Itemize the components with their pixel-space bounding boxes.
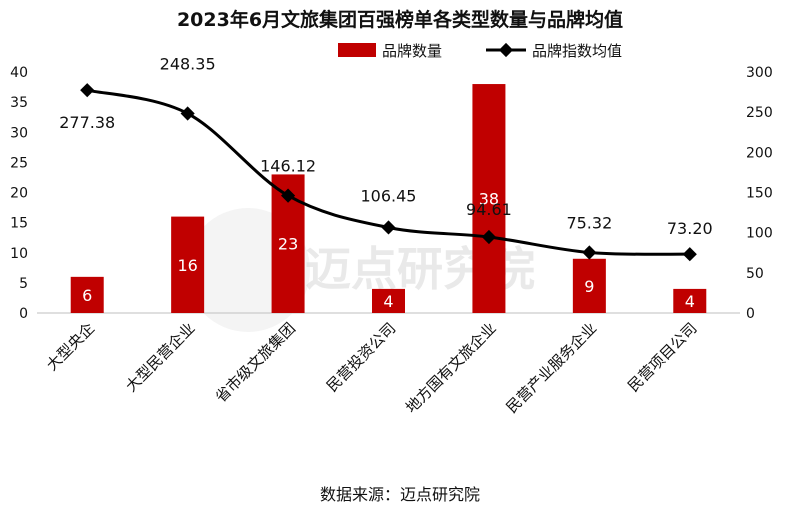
bar (673, 288, 707, 313)
legend: 品牌数量 品牌指数均值 (338, 42, 622, 60)
line-point (80, 83, 95, 98)
bar (472, 84, 506, 313)
left-axis-tick-label: 35 (10, 95, 28, 111)
left-axis-tick-label: 40 (10, 65, 28, 81)
left-axis-tick-label: 0 (19, 306, 28, 322)
line-point (582, 245, 597, 260)
bar (572, 258, 606, 313)
bar-value-label: 4 (685, 292, 695, 311)
bar-value-label: 6 (82, 286, 92, 305)
axes: 0 5 10 15 20 25 30 35 40 0 50 100 150 200 250 300 (10, 65, 773, 322)
right-axis-tick-label: 100 (746, 226, 773, 242)
right-axis-tick-label: 150 (746, 186, 773, 202)
bars: 6 16 23 4 38 9 4 (70, 84, 707, 313)
legend-line-label: 品牌指数均值 (532, 42, 622, 60)
line-point (682, 247, 697, 262)
line-value-label: 75.32 (566, 213, 612, 232)
legend-line-marker (498, 42, 514, 58)
left-axis-tick-label: 10 (10, 246, 28, 262)
left-axis-tick-label: 5 (19, 276, 28, 292)
chart-title: 2023年6月文旅集团百强榜单各类型数量与品牌均值 (177, 8, 623, 31)
line-value-label: 248.35 (160, 54, 216, 73)
line-value-label: 277.38 (59, 113, 115, 132)
line-point (180, 106, 195, 121)
bar (372, 288, 405, 313)
category-label: 民营产业服务企业 (503, 319, 601, 417)
right-axis-tick-label: 250 (746, 105, 773, 121)
right-axis-tick-label: 0 (746, 306, 755, 322)
left-axis-tick-label: 30 (10, 125, 28, 141)
category-label: 民营投资公司 (323, 319, 399, 395)
source-note: 数据来源：迈点研究院 (320, 485, 480, 504)
line-value-label: 106.45 (361, 186, 417, 205)
bar (171, 216, 205, 313)
line-series: 277.38 248.35 146.12 106.45 94.61 75.32 73.20 (59, 54, 713, 262)
right-axis-tick-label: 50 (746, 266, 764, 282)
category-labels: 大型央企 大型民营企业 省市级文旅集团 民营投资公司 地方国有文旅企业 民营产业服务企业民… (43, 319, 701, 417)
bar-value-label: 16 (177, 256, 197, 275)
category-label: 大型民营企业 (122, 319, 198, 395)
bar-value-label: 23 (278, 235, 298, 254)
line-value-label: 94.61 (466, 200, 512, 219)
category-label: 大型央企 (43, 319, 98, 374)
line-point (481, 229, 496, 245)
left-axis-tick-label: 15 (10, 216, 28, 232)
legend-bar-swatch (338, 43, 376, 57)
left-axis-tick-label: 25 (10, 155, 28, 171)
right-axis-tick-label: 300 (746, 65, 773, 81)
left-axis-tick-label: 20 (10, 186, 28, 202)
line-point (381, 220, 396, 235)
bar-value-label: 38 (479, 190, 499, 209)
right-axis-tick-label: 200 (746, 145, 773, 161)
bar-value-label: 4 (383, 292, 393, 311)
category-label: 省市级文旅集团 (212, 319, 299, 406)
bar (70, 276, 104, 313)
category-label: 民营项目公司 (624, 319, 700, 395)
category-label: 地方国有文旅企业 (402, 319, 500, 417)
line-value-label: 146.12 (260, 157, 316, 176)
bar-value-label: 9 (584, 277, 594, 296)
line-value-label: 73.20 (667, 219, 713, 238)
line-point (281, 188, 296, 203)
legend-bar-label: 品牌数量 (382, 42, 442, 60)
